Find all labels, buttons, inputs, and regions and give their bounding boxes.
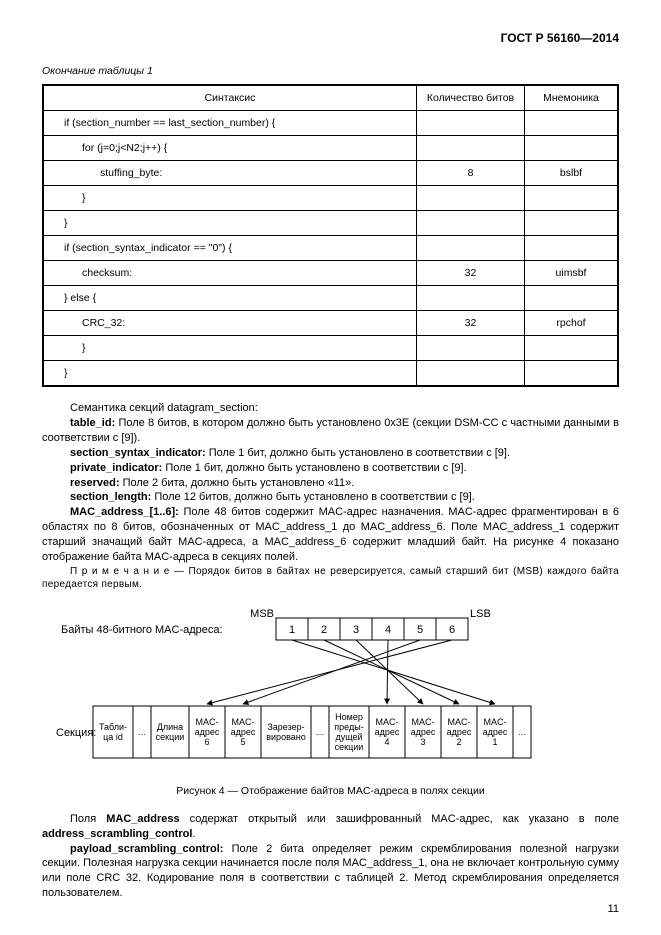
table-header-row: Синтаксис Количество битов Мнемоника [43, 85, 618, 111]
svg-text:6: 6 [204, 737, 209, 747]
svg-text:MAC-: MAC- [411, 717, 434, 727]
standard-header: ГОСТ Р 56160—2014 [42, 30, 619, 46]
svg-text:…: … [315, 727, 324, 737]
svg-text:адрес: адрес [410, 727, 435, 737]
svg-text:MAC-: MAC- [375, 717, 398, 727]
note: П р и м е ч а н и е — Порядок битов в ба… [42, 565, 619, 592]
svg-text:…: … [137, 727, 146, 737]
field-reserved: reserved: Поле 2 бита, должно быть устан… [42, 476, 619, 491]
semantics-intro: Семантика секций datagram_section: [42, 401, 619, 416]
svg-text:6: 6 [448, 624, 454, 636]
svg-text:…: … [517, 727, 526, 737]
field-pi: private_indicator: Поле 1 бит, должно бы… [42, 461, 619, 476]
table-row: } else { [43, 286, 618, 311]
svg-text:Табли-: Табли- [98, 722, 126, 732]
field-ssi: section_syntax_indicator: Поле 1 бит, до… [42, 446, 619, 461]
svg-text:Длина: Длина [156, 722, 182, 732]
svg-text:Номер: Номер [335, 712, 363, 722]
svg-text:1: 1 [288, 624, 294, 636]
figure-svg: MSB LSB Байты 48-битного MAC-адреса: 1 2 3 4 5 6… [51, 606, 611, 776]
field-mac: MAC_address_[1..6]: Поле 48 битов содерж… [42, 505, 619, 564]
svg-text:1: 1 [492, 737, 497, 747]
payload-scrambling: payload_scrambling_control: Поле 2 бита … [42, 842, 619, 901]
svg-text:MAC-: MAC- [447, 717, 470, 727]
svg-text:MAC-: MAC- [483, 717, 506, 727]
svg-text:секции: секции [334, 742, 363, 752]
table-row: checksum:32uimsbf [43, 261, 618, 286]
table-row: if (section_syntax_indicator == "0") { [43, 236, 618, 261]
svg-text:Зарезер-: Зарезер- [267, 722, 304, 732]
page-number: 11 [608, 902, 619, 917]
svg-text:ца id: ца id [103, 732, 123, 742]
svg-text:LSB: LSB [470, 608, 491, 620]
svg-text:адрес: адрес [446, 727, 471, 737]
figure-caption: Рисунок 4 — Отображение байтов MAC-адрес… [42, 784, 619, 798]
svg-text:адрес: адрес [194, 727, 219, 737]
svg-text:секции: секции [155, 732, 184, 742]
table-row: } [43, 336, 618, 361]
table-caption: Окончание таблицы 1 [42, 64, 619, 78]
svg-text:4: 4 [384, 624, 390, 636]
svg-text:5: 5 [416, 624, 422, 636]
table-row: } [43, 361, 618, 387]
page: ГОСТ Р 56160—2014 Окончание таблицы 1 Си… [0, 0, 661, 935]
svg-text:4: 4 [384, 737, 389, 747]
svg-text:адрес: адрес [230, 727, 255, 737]
th-syntax: Синтаксис [43, 85, 417, 111]
svg-text:MAC-: MAC- [195, 717, 218, 727]
svg-text:2: 2 [320, 624, 326, 636]
field-slen: section_length: Поле 12 битов, должно бы… [42, 490, 619, 505]
svg-text:Секция:: Секция: [56, 727, 96, 739]
svg-text:5: 5 [240, 737, 245, 747]
th-mnem: Мнемоника [525, 85, 619, 111]
semantics-block: Семантика секций datagram_section: table… [42, 401, 619, 591]
field-table-id: table_id: Поле 8 битов, в котором должно… [42, 416, 619, 446]
table-row: } [43, 186, 618, 211]
figure-4: MSB LSB Байты 48-битного MAC-адреса: 1 2 3 4 5 6… [42, 606, 619, 798]
th-bits: Количество битов [417, 85, 525, 111]
svg-text:3: 3 [352, 624, 358, 636]
svg-text:MAC-: MAC- [231, 717, 254, 727]
svg-text:преды-: преды- [334, 722, 363, 732]
svg-text:дущей: дущей [335, 732, 362, 742]
svg-text:адрес: адрес [482, 727, 507, 737]
svg-text:Байты 48-битного MAC-адреса:: Байты 48-битного MAC-адреса: [61, 624, 223, 636]
after-figure-block: Поля MAC_address содержат открытый или з… [42, 812, 619, 901]
table-row: stuffing_byte:8bslbf [43, 161, 618, 186]
svg-text:MSB: MSB [250, 608, 274, 620]
table-row: CRC_32:32rpchof [43, 311, 618, 336]
svg-text:3: 3 [420, 737, 425, 747]
syntax-table: Синтаксис Количество битов Мнемоника if … [42, 84, 619, 387]
table-row: for (j=0;j<N2;j++) { [43, 136, 618, 161]
svg-text:вировано: вировано [266, 732, 305, 742]
mac-address-note: Поля MAC_address содержат открытый или з… [42, 812, 619, 842]
svg-text:адрес: адрес [374, 727, 399, 737]
table-row: if (section_number == last_section_numbe… [43, 111, 618, 136]
table-row: } [43, 211, 618, 236]
svg-text:2: 2 [456, 737, 461, 747]
